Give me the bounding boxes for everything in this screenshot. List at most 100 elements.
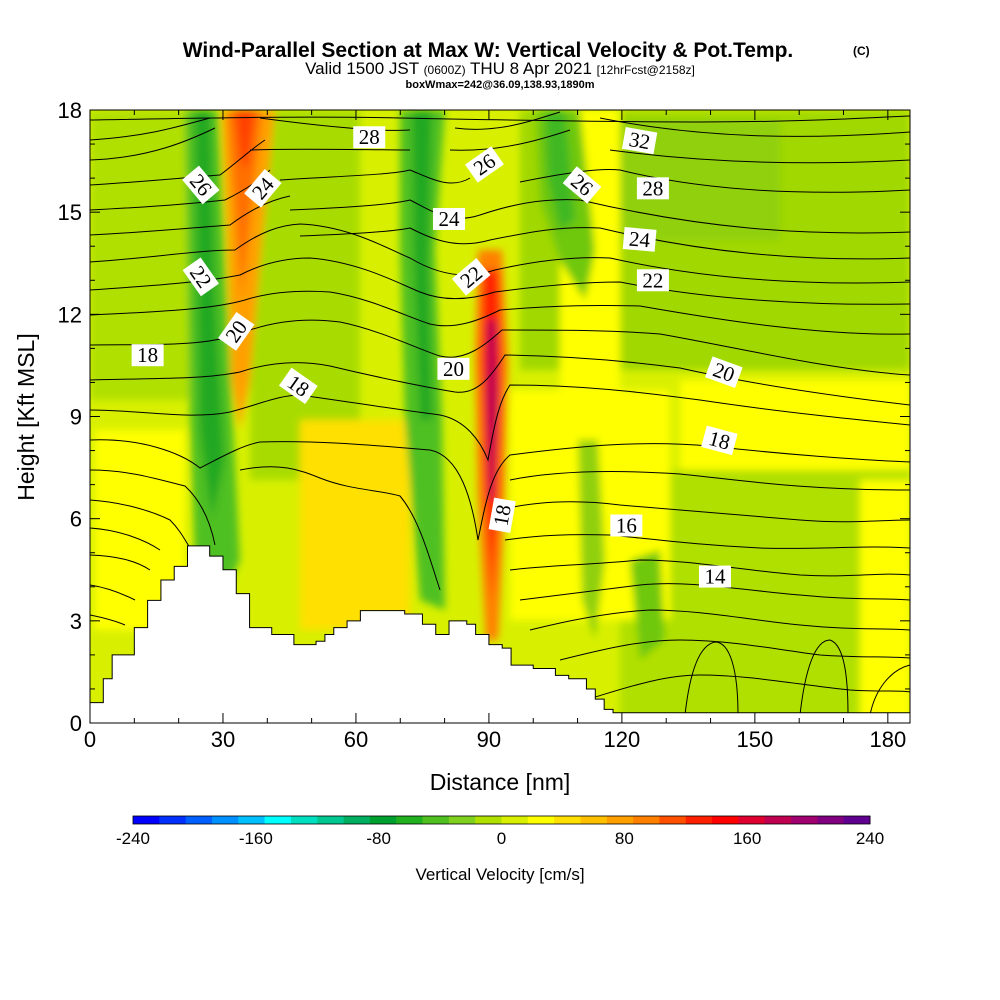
velocity-field xyxy=(90,110,910,720)
colorbar-swatch xyxy=(317,816,345,824)
contour-label-box xyxy=(278,367,318,405)
updraft-core xyxy=(235,110,255,170)
contour-label-box xyxy=(701,425,738,456)
y-axis: 0 3 6 9 12 15 18 xyxy=(58,98,910,736)
contour-label: 28 xyxy=(636,176,669,200)
colorbar-tick-label: 160 xyxy=(733,829,761,848)
x-tick-label: 120 xyxy=(604,727,641,752)
colorbar-swatch xyxy=(343,816,371,824)
colorbar-tick-label: -80 xyxy=(366,829,391,848)
theta-contour xyxy=(584,674,910,701)
contour-label-text: 20 xyxy=(443,357,464,381)
y-tick-label: 0 xyxy=(70,711,82,736)
x-tick-label: 150 xyxy=(737,727,774,752)
theta-contour xyxy=(90,195,910,260)
y-tick-label: 9 xyxy=(70,405,82,430)
colorbar-swatch xyxy=(475,816,502,824)
colorbar-swatch xyxy=(580,816,608,824)
contour-label: 24 xyxy=(622,227,657,252)
subtitle-valid: Valid 1500 JST xyxy=(305,59,419,78)
colorbar-swatch xyxy=(817,816,845,824)
contour-label: 18 xyxy=(489,497,516,533)
theta-contour xyxy=(90,111,910,141)
theta-contour xyxy=(90,527,910,551)
contour-label-text: 28 xyxy=(359,125,380,149)
downdraft-core xyxy=(195,110,224,520)
y-axis-label: Height [Kft MSL] xyxy=(13,333,39,500)
colorbar-frame xyxy=(132,815,871,825)
colorbar-swatch xyxy=(659,816,687,824)
colorbar-swatch xyxy=(264,816,292,824)
contour-label-text: 28 xyxy=(642,176,663,200)
theta-contour xyxy=(90,466,910,591)
terrain xyxy=(90,545,910,723)
colorbar-ticks: -240 -160 -80 0 80 160 240 xyxy=(116,829,884,848)
theta-contour xyxy=(90,290,910,335)
colorbar-tick-label: -240 xyxy=(116,829,150,848)
contour-label: 18 xyxy=(131,343,164,367)
colorbar-swatch xyxy=(448,816,476,824)
contour-label-box xyxy=(698,565,731,588)
colorbar-swatch xyxy=(396,816,424,824)
x-axis-label: Distance [nm] xyxy=(430,769,571,795)
theta-contour xyxy=(90,115,910,123)
contour-label-box xyxy=(465,146,504,183)
contour-label: 32 xyxy=(621,127,658,155)
contour-label: 20 xyxy=(218,311,255,351)
theta-contour xyxy=(90,223,910,284)
theta-contour xyxy=(799,639,849,716)
colorbar-swatch xyxy=(290,816,318,824)
x-tick-label: 30 xyxy=(211,727,235,752)
contour-label: 20 xyxy=(437,357,470,381)
colorbar-swatch xyxy=(211,816,239,824)
contour-label-box xyxy=(610,514,643,537)
contour-label-text: 22 xyxy=(642,268,663,292)
x-tick-label: 180 xyxy=(869,727,906,752)
y-tick-label: 18 xyxy=(58,98,82,123)
colorbar-swatch xyxy=(712,816,739,824)
contour-label-text: 18 xyxy=(489,503,516,528)
colorbar xyxy=(132,815,871,825)
chart-subtitle-2: boxWmax=242@36.09,138.93,1890m xyxy=(406,79,595,91)
chart-title-mark: (C) xyxy=(853,44,870,58)
colorbar-swatch xyxy=(238,816,266,824)
contour-label-text: 16 xyxy=(616,513,637,537)
theta-contour xyxy=(90,257,910,305)
contour-label-text: 32 xyxy=(627,127,652,154)
y-tick-label: 6 xyxy=(70,507,82,532)
subtitle-zulu: (0600Z) xyxy=(424,63,466,77)
chart-title: Wind-Parallel Section at Max W: Vertical… xyxy=(183,39,794,62)
downdraft-core xyxy=(630,550,665,660)
contour-label-box xyxy=(433,207,466,230)
colorbar-swatch xyxy=(159,816,187,824)
subtitle-forecast: [12hrFcst@2158z] xyxy=(597,63,695,77)
colorbar-swatch xyxy=(554,816,581,824)
contour-label: 18 xyxy=(701,425,738,456)
x-axis: 0 30 60 90 120 150 180 xyxy=(84,110,906,752)
updraft-core xyxy=(228,110,262,300)
colorbar-swatch xyxy=(133,816,160,824)
contour-label: 16 xyxy=(610,513,643,537)
contour-label-box xyxy=(622,227,657,252)
velocity-patch xyxy=(680,380,910,470)
colorbar-swatch xyxy=(791,816,818,824)
contour-label-text: 18 xyxy=(137,343,158,367)
colorbar-label: Vertical Velocity [cm/s] xyxy=(415,865,584,884)
colorbar-tick-label: 80 xyxy=(615,829,634,848)
contour-label-box xyxy=(621,127,658,155)
x-tick-label: 0 xyxy=(84,727,96,752)
contour-label-box xyxy=(353,126,386,149)
colorbar-swatch xyxy=(633,816,660,824)
theta-contour xyxy=(90,499,910,549)
colorbar-swatch xyxy=(369,816,397,824)
x-tick-label: 90 xyxy=(477,727,501,752)
colorbar-swatch xyxy=(185,816,213,824)
velocity-patch xyxy=(300,420,410,630)
contour-label-box xyxy=(636,177,669,200)
y-tick-label: 12 xyxy=(58,302,82,327)
colorbar-tick-label: -160 xyxy=(239,829,273,848)
colorbar-swatch xyxy=(738,816,766,824)
contour-label: 24 xyxy=(433,207,466,231)
contour-label-box xyxy=(244,169,282,208)
